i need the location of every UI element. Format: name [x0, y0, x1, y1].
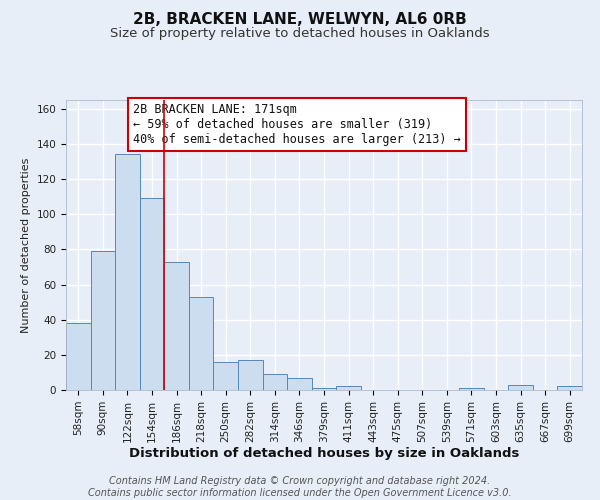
Text: 2B, BRACKEN LANE, WELWYN, AL6 0RB: 2B, BRACKEN LANE, WELWYN, AL6 0RB	[133, 12, 467, 28]
Bar	[312, 388, 336, 390]
Bar	[66, 323, 91, 390]
Text: 2B BRACKEN LANE: 171sqm
← 59% of detached houses are smaller (319)
40% of semi-d: 2B BRACKEN LANE: 171sqm ← 59% of detache…	[133, 103, 461, 146]
Bar	[287, 378, 312, 390]
Bar	[336, 386, 361, 390]
Bar	[140, 198, 164, 390]
Bar	[263, 374, 287, 390]
Y-axis label: Number of detached properties: Number of detached properties	[21, 158, 31, 332]
Bar	[508, 384, 533, 390]
Bar	[238, 360, 263, 390]
Bar	[214, 362, 238, 390]
Bar	[557, 386, 582, 390]
Text: Size of property relative to detached houses in Oaklands: Size of property relative to detached ho…	[110, 28, 490, 40]
Bar	[189, 297, 214, 390]
Text: Contains HM Land Registry data © Crown copyright and database right 2024.
Contai: Contains HM Land Registry data © Crown c…	[88, 476, 512, 498]
Bar	[459, 388, 484, 390]
X-axis label: Distribution of detached houses by size in Oaklands: Distribution of detached houses by size …	[129, 448, 519, 460]
Bar	[115, 154, 140, 390]
Bar	[91, 251, 115, 390]
Bar	[164, 262, 189, 390]
